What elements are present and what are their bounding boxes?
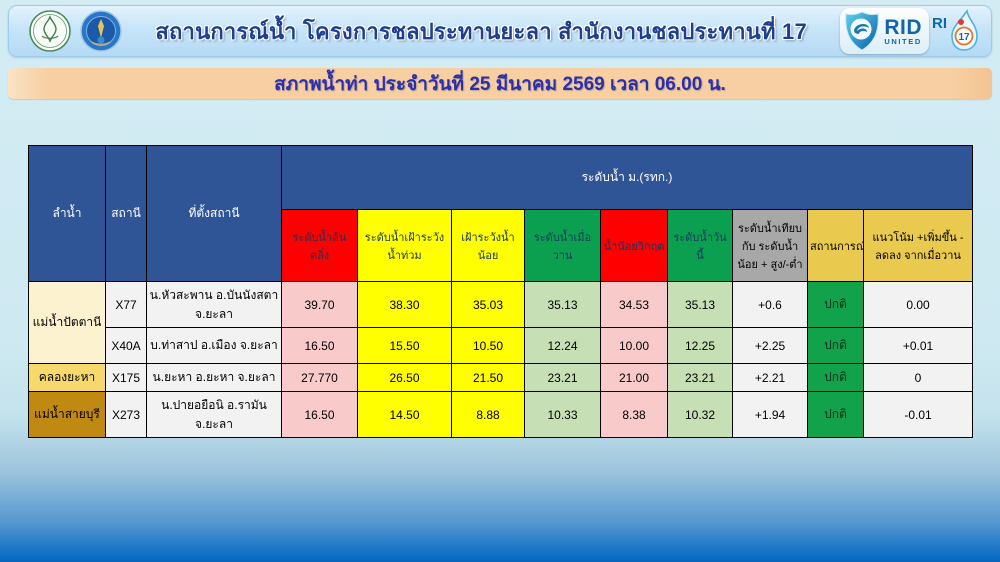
col-header-yesterday: ระดับน้ำเมื่อวาน <box>524 209 601 282</box>
rio-17-logo: RI 17 <box>932 9 981 53</box>
col-header-station: สถานี <box>105 145 147 282</box>
col-header-bank-full: ระดับน้ำล้นตลิ่ง <box>281 209 358 282</box>
rid-united-line2: UNITED <box>884 36 922 46</box>
table-row: แม่น้ำปัตตานี X77 น.หัวสะพาน อ.บันนังสตา… <box>28 281 974 364</box>
col-header-critical-low: น้ำน้อยวิกฤต <box>600 209 668 282</box>
flood-watch-value: 38.30 <box>357 281 452 328</box>
yesterday-value: 10.33 <box>524 391 601 438</box>
status-badge: ปกติ <box>807 391 864 438</box>
compare-value: +1.94 <box>732 391 808 438</box>
col-header-today: ระดับน้ำวันนี้ <box>667 209 733 282</box>
compare-value: +2.25 <box>732 327 808 364</box>
flood-watch-value: 26.50 <box>357 363 452 392</box>
today-value: 23.21 <box>667 363 733 392</box>
right-logos: RID UNITED RI 17 <box>840 8 981 54</box>
page-title: สถานการณ์น้ำ โครงการชลประทานยะลา สำนักงา… <box>155 18 807 44</box>
low-watch-value: 10.50 <box>451 327 525 364</box>
river-name: คลองยะหา <box>28 363 106 392</box>
svg-text:17: 17 <box>958 32 970 43</box>
royal-irrigation-department-seal-icon <box>80 10 122 52</box>
low-watch-value: 8.88 <box>451 391 525 438</box>
critical-low-value: 10.00 <box>600 327 668 364</box>
critical-low-value: 8.38 <box>600 391 668 438</box>
water-level-table: ลำน้ำ สถานี ที่ตั้งสถานี ระดับน้ำ ม.(รทก… <box>28 145 974 438</box>
col-header-trend: แนวโน้ม +เพิ่มขึ้น - ลดลง จากเมื่อวาน <box>862 209 974 282</box>
low-watch-value: 35.03 <box>451 281 525 328</box>
table-row: X40A บ.ท่าสาป อ.เมือง จ.ยะลา 16.50 15.50… <box>29 327 974 364</box>
report-date-text: สภาพน้ำท่า ประจำวันที่ 25 มีนาคม 2569 เว… <box>274 73 726 95</box>
report-date-banner: สภาพน้ำท่า ประจำวันที่ 25 มีนาคม 2569 เว… <box>8 68 992 99</box>
bank-full-value: 16.50 <box>281 391 358 438</box>
table-row: แม่น้ำสายบุรี X273 น.ปายอยือนิ อ.รามัน จ… <box>28 391 974 438</box>
compare-value: +0.6 <box>732 281 808 328</box>
river-name: แม่น้ำสายบุรี <box>28 391 106 438</box>
today-value: 12.25 <box>667 327 733 364</box>
bank-full-value: 27.770 <box>281 363 358 392</box>
station-location: น.ปายอยือนิ อ.รามัน จ.ยะลา <box>146 391 282 438</box>
rid-united-text: RID UNITED <box>884 17 922 46</box>
station-code: X40A <box>105 327 147 364</box>
col-header-compare-low: ระดับน้ำเทียบกับ ระดับน้ำน้อย + สูง/-ต่ำ <box>732 209 808 282</box>
station-code: X175 <box>105 363 147 392</box>
critical-low-value: 21.00 <box>600 363 668 392</box>
header-row-levels: ระดับน้ำล้นตลิ่ง ระดับน้ำเฝ้าระวังน้ำท่ว… <box>29 209 974 282</box>
water-drop-17-icon: 17 <box>951 9 978 51</box>
yesterday-value: 12.24 <box>524 327 601 364</box>
today-value: 10.32 <box>667 391 733 438</box>
col-header-river: ลำน้ำ <box>28 145 106 282</box>
rio-17-prefix: RI <box>932 15 947 32</box>
station-location: บ.ท่าสาป อ.เมือง จ.ยะลา <box>146 327 282 364</box>
status-badge: ปกติ <box>807 363 864 392</box>
flood-watch-value: 15.50 <box>357 327 452 364</box>
ministry-of-agriculture-seal-icon <box>29 10 71 52</box>
col-header-location: ที่ตั้งสถานี <box>146 145 282 282</box>
yesterday-value: 35.13 <box>524 281 601 328</box>
trend-value: 0.00 <box>862 281 974 328</box>
bank-full-value: 39.70 <box>281 281 358 328</box>
col-header-status: สถานการณ์ <box>807 209 864 282</box>
rid-united-shield-icon <box>845 11 880 51</box>
header-row-group: ลำน้ำ สถานี ที่ตั้งสถานี ระดับน้ำ ม.(รทก… <box>28 145 974 282</box>
col-header-flood-watch: ระดับน้ำเฝ้าระวังน้ำท่วม <box>357 209 452 282</box>
rid-united-line1: RID <box>884 15 922 39</box>
trend-value: 0 <box>862 363 974 392</box>
bank-full-value: 16.50 <box>281 327 358 364</box>
station-location: น.หัวสะพาน อ.บันนังสตา จ.ยะลา <box>146 281 282 328</box>
rid-united-logo: RID UNITED <box>840 8 929 54</box>
agency-seals <box>29 10 122 52</box>
flood-watch-value: 14.50 <box>357 391 452 438</box>
today-value: 35.13 <box>667 281 733 328</box>
trend-value: -0.01 <box>862 391 974 438</box>
station-location: น.ยะหา อ.ยะหา จ.ยะลา <box>146 363 282 392</box>
status-badge: ปกติ <box>807 327 864 364</box>
critical-low-value: 34.53 <box>600 281 668 328</box>
compare-value: +2.21 <box>732 363 808 392</box>
table-row: คลองยะหา X175 น.ยะหา อ.ยะหา จ.ยะลา 27.77… <box>28 363 974 392</box>
station-code: X273 <box>105 391 147 438</box>
low-watch-value: 21.50 <box>451 363 525 392</box>
status-badge: ปกติ <box>807 281 864 328</box>
station-code: X77 <box>105 281 147 328</box>
col-header-water-level-group: ระดับน้ำ ม.(รทก.) <box>280 145 974 210</box>
yesterday-value: 23.21 <box>524 363 601 392</box>
trend-value: +0.01 <box>862 327 974 364</box>
title-bar: สถานการณ์น้ำ โครงการชลประทานยะลา สำนักงา… <box>8 5 992 57</box>
river-name: แม่น้ำปัตตานี <box>28 281 106 364</box>
col-header-low-water-watch: เฝ้าระวังน้ำน้อย <box>451 209 525 282</box>
